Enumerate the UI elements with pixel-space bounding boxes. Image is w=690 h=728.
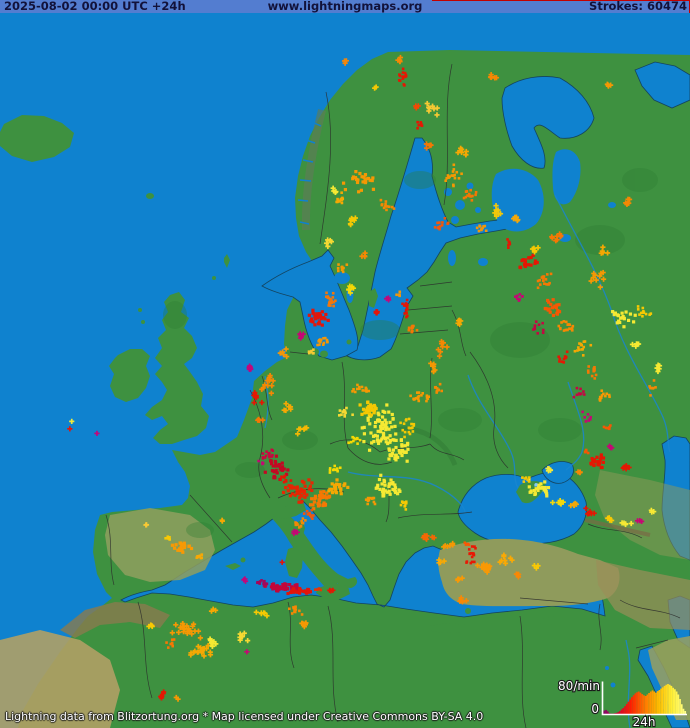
river-volga: [554, 194, 671, 453]
timestamp-label: 2025-08-02 00:00 UTC +24h: [4, 0, 186, 13]
island-ireland: [109, 349, 150, 402]
lightning-strikes-layer: [67, 54, 663, 702]
rivers-layer: [264, 194, 671, 728]
lakes-layer: [334, 149, 616, 688]
river-don: [565, 381, 585, 471]
histogram-axis: [601, 681, 687, 716]
lake-onega: [552, 149, 581, 205]
gotland: [369, 288, 378, 308]
atlas-mountains: [60, 602, 170, 638]
histogram-xaxis-label: 24h: [633, 715, 656, 728]
histogram-bars: [603, 684, 687, 715]
lake-ladoga: [491, 168, 544, 232]
cyprus: [539, 616, 562, 625]
crete: [430, 623, 466, 633]
caucasus-ridge: [584, 518, 651, 537]
terrain-texture: [163, 168, 658, 538]
river-dnieper: [467, 374, 519, 489]
strike-rate-histogram: 80/min 0 24h: [557, 678, 687, 728]
sahara: [0, 630, 120, 728]
attribution-text: Lightning data from Blitzortung.org * Ma…: [5, 710, 484, 723]
baltic-sea: [343, 137, 524, 361]
black-sea: [457, 471, 587, 544]
strokes-count-label: Strokes: 60474: [589, 0, 687, 13]
turkey-anatolia: [438, 538, 620, 607]
river-nile: [625, 639, 631, 728]
island-great-britain: [145, 292, 209, 444]
white-sea: [501, 76, 595, 169]
scandes-mountains: [301, 109, 326, 231]
histogram-ymax-label: 80/min: [558, 679, 600, 693]
top-status-bar: 2025-08-02 00:00 UTC +24h www.lightningm…: [0, 0, 690, 13]
fjords: [297, 121, 322, 225]
skagerrak: [261, 249, 359, 361]
river-danube: [347, 471, 466, 515]
river-rhine: [264, 375, 269, 429]
site-title: www.lightningmaps.org: [267, 0, 423, 13]
sardinia: [285, 546, 303, 578]
island-iceland: [0, 115, 74, 162]
histogram-ymin-label: 0: [591, 702, 599, 716]
alert-line-top: [432, 0, 690, 1]
